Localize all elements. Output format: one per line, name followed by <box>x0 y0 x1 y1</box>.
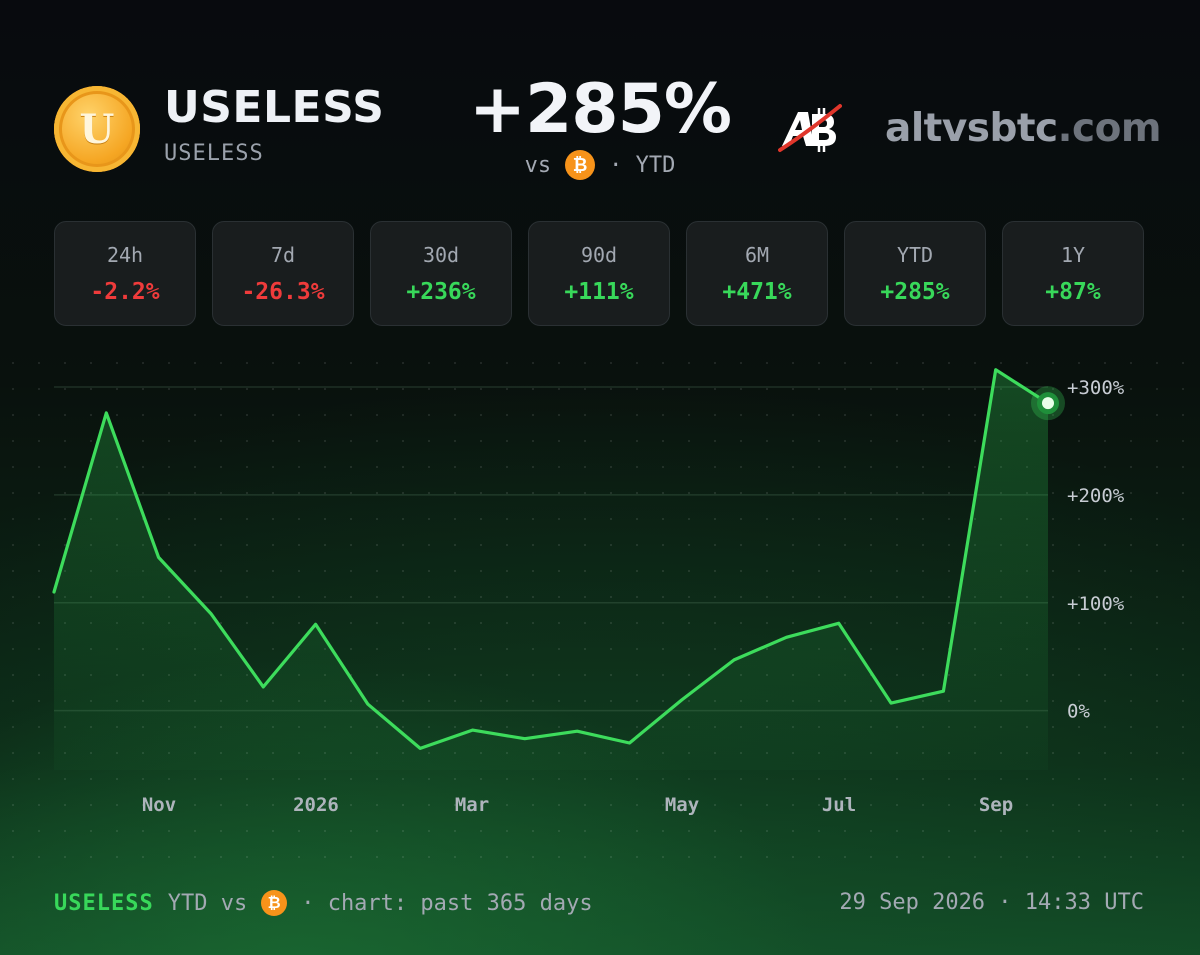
headline-subline: vs ₿ · YTD <box>440 150 760 180</box>
brand-domain-tld: .com <box>1057 106 1162 151</box>
bitcoin-icon: ₿ <box>565 150 596 180</box>
y-tick-label: +200% <box>1067 485 1125 507</box>
tile-7d: 7d -26.3% <box>212 221 354 326</box>
tile-label: 6M <box>744 243 770 267</box>
tile-6m: 6M +471% <box>686 221 828 326</box>
tile-label: 90d <box>580 243 618 267</box>
chart-y-axis: +300% +200% +100% 0% <box>1067 377 1125 723</box>
tile-value: -26.3% <box>241 279 325 305</box>
tile-label: 1Y <box>1060 243 1086 267</box>
brand-logo-icon <box>778 104 842 152</box>
y-tick-label: 0% <box>1067 701 1090 723</box>
bitcoin-icon: ₿ <box>261 890 288 916</box>
tile-ytd: YTD +285% <box>844 221 986 326</box>
coin-name: USELESS <box>164 82 385 133</box>
tile-label: 30d <box>422 243 460 267</box>
tile-1y: 1Y +87% <box>1002 221 1144 326</box>
x-tick-label: May <box>665 794 699 816</box>
chart-series-line <box>52 368 1050 750</box>
tile-label: 7d <box>270 243 296 267</box>
vs-label: vs <box>524 152 552 178</box>
x-tick-label: Sep <box>979 794 1013 816</box>
coin-logo: U <box>54 86 140 172</box>
tile-30d: 30d +236% <box>370 221 512 326</box>
tile-value: +111% <box>564 279 634 305</box>
tile-value: +285% <box>880 279 950 305</box>
footer-caption: USELESS YTD vs ₿ · chart: past 365 days <box>54 890 593 916</box>
chart-area-fill <box>54 369 1048 770</box>
footer-timestamp: 29 Sep 2026 · 14:33 UTC <box>839 890 1144 915</box>
footer-ytd-vs: YTD vs <box>167 890 248 916</box>
chart-last-point-marker <box>1031 386 1065 421</box>
x-tick-label: Jul <box>822 794 856 816</box>
performance-tiles: 24h -2.2% 7d -26.3% 30d +236% 90d +111% … <box>54 221 1144 326</box>
tile-value: +236% <box>406 279 476 305</box>
y-tick-label: +100% <box>1067 593 1125 615</box>
y-tick-label: +300% <box>1067 377 1125 399</box>
brand-domain-name: altvsbtc <box>885 106 1058 151</box>
tile-value: +87% <box>1045 279 1101 305</box>
x-tick-label: 2026 <box>293 794 339 816</box>
x-tick-label: Mar <box>455 794 489 816</box>
tile-label: YTD <box>896 243 934 267</box>
headline-performance: +285% <box>468 70 732 149</box>
tile-value: -2.2% <box>90 279 160 305</box>
last-point-dot <box>1042 397 1054 410</box>
x-tick-label: Nov <box>142 794 176 816</box>
brand-domain[interactable]: altvsbtc.com <box>885 106 1162 151</box>
footer-coin: USELESS <box>54 890 154 916</box>
tile-value: +471% <box>722 279 792 305</box>
coin-ticker: USELESS <box>164 141 264 166</box>
tile-label: 24h <box>106 243 144 267</box>
footer-chart-note: · chart: past 365 days <box>301 890 593 916</box>
tile-90d: 90d +111% <box>528 221 670 326</box>
period-label: · YTD <box>609 152 676 178</box>
chart-x-axis: Nov 2026 Mar May Jul Sep <box>142 794 1013 816</box>
tile-24h: 24h -2.2% <box>54 221 196 326</box>
coin-logo-letter: U <box>79 105 115 153</box>
